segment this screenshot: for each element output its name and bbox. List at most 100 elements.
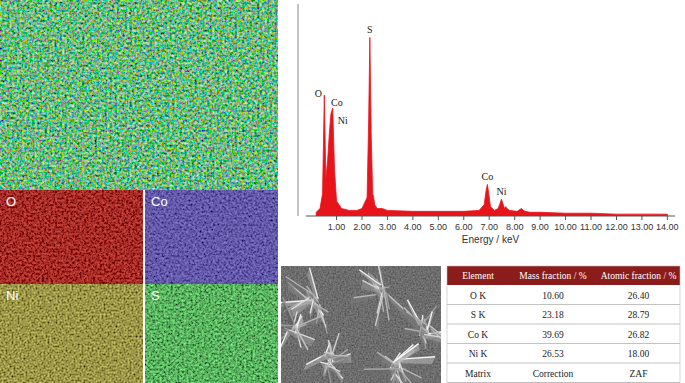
map-label: Ni	[6, 288, 18, 303]
flake-edge	[359, 270, 380, 285]
table-cell: O K	[470, 291, 486, 301]
x-tick-label: 3.00	[379, 222, 397, 232]
x-tick-label: 8.00	[506, 222, 524, 232]
table-rule	[447, 343, 680, 344]
table-cell: 18.00	[628, 349, 650, 359]
x-axis	[306, 216, 675, 217]
flake-edge	[400, 370, 418, 383]
flake	[291, 298, 312, 317]
table-header-bg	[447, 266, 680, 285]
table-cell: 10.60	[542, 291, 564, 301]
peak-label: Co	[331, 97, 343, 108]
flake-edge	[314, 304, 328, 313]
flake	[410, 307, 420, 330]
x-tick	[667, 216, 668, 220]
table-cell: Ni K	[469, 349, 488, 359]
element-map	[145, 190, 278, 284]
flake	[320, 352, 334, 358]
table-header: Mass fraction / %	[519, 271, 586, 281]
flake	[281, 324, 293, 332]
flake-edge	[324, 364, 326, 376]
flake	[384, 287, 392, 328]
table-cell: 39.69	[542, 330, 564, 340]
spectrum-area	[316, 37, 667, 216]
sem-texture	[281, 266, 441, 383]
table-cell: 26.53	[542, 349, 564, 359]
x-tick	[489, 216, 490, 220]
table-cell: Correction	[533, 369, 574, 379]
table-header: Atomic fraction / %	[601, 271, 677, 281]
flake-edge	[283, 297, 295, 324]
flake-edge	[286, 276, 313, 294]
x-tick	[412, 216, 413, 220]
x-tick	[565, 216, 566, 220]
flake	[349, 295, 375, 305]
x-tick-label: 9.00	[531, 222, 549, 232]
flake	[328, 366, 343, 378]
element-map	[0, 190, 143, 284]
table-rule	[447, 304, 680, 305]
flake-edge	[377, 352, 394, 364]
sem-image	[281, 266, 441, 383]
flake	[402, 307, 429, 337]
flake	[395, 344, 420, 365]
flake-edge	[384, 287, 389, 320]
table-header: Element	[462, 271, 494, 281]
table-rule	[447, 363, 680, 364]
table-cell: ZAF	[630, 369, 648, 379]
table-rule	[447, 324, 680, 325]
flake	[393, 364, 397, 383]
flake	[397, 370, 420, 383]
flake	[320, 364, 326, 383]
x-tick	[361, 216, 362, 220]
x-tick	[641, 216, 642, 220]
table-cell: 28.79	[628, 310, 650, 320]
x-tick	[591, 216, 592, 220]
x-tick-label: 7.00	[480, 222, 498, 232]
x-tick-label: 4.00	[404, 222, 422, 232]
x-tick	[336, 216, 337, 220]
flake-edge	[395, 344, 418, 361]
flake	[359, 270, 381, 289]
x-tick	[463, 216, 464, 220]
x-tick	[616, 216, 617, 220]
flake-edge	[429, 325, 441, 336]
flake-edge	[404, 307, 428, 333]
peak-label: O	[315, 88, 322, 99]
table-cell: Matrix	[465, 369, 491, 379]
composite-map	[0, 0, 278, 190]
flake-edge	[281, 324, 293, 326]
flake	[281, 331, 290, 354]
x-tick-label: 11.00	[580, 222, 602, 232]
table-frame	[447, 266, 680, 383]
peak-label: Co	[482, 171, 494, 182]
x-tick-label: 10.00	[554, 222, 577, 232]
table-cell: S K	[471, 310, 486, 320]
flake	[282, 297, 294, 328]
flake-edge	[393, 364, 397, 383]
x-tick-label: 14.00	[656, 222, 679, 232]
flake-edge	[353, 295, 375, 298]
table-cell: 26.82	[628, 330, 650, 340]
flake	[314, 304, 331, 318]
flake-edge	[375, 295, 382, 325]
flake-edge	[324, 352, 334, 354]
flake-edge	[424, 334, 441, 339]
flake	[286, 276, 314, 298]
flake	[284, 328, 315, 347]
flake	[429, 325, 441, 340]
flake-edge	[410, 307, 419, 326]
table-rule	[447, 382, 680, 383]
x-tick-label: 12.00	[605, 222, 628, 232]
peak-label: Ni	[496, 186, 506, 197]
flake-edge	[364, 368, 400, 370]
x-tick	[514, 216, 515, 220]
flake	[327, 333, 339, 367]
flake	[295, 325, 309, 354]
flake	[421, 334, 441, 344]
flake	[375, 295, 382, 330]
x-tick-label: 13.00	[631, 222, 654, 232]
flake-edge	[291, 298, 309, 309]
peak-label: S	[367, 24, 373, 35]
x-tick	[438, 216, 439, 220]
